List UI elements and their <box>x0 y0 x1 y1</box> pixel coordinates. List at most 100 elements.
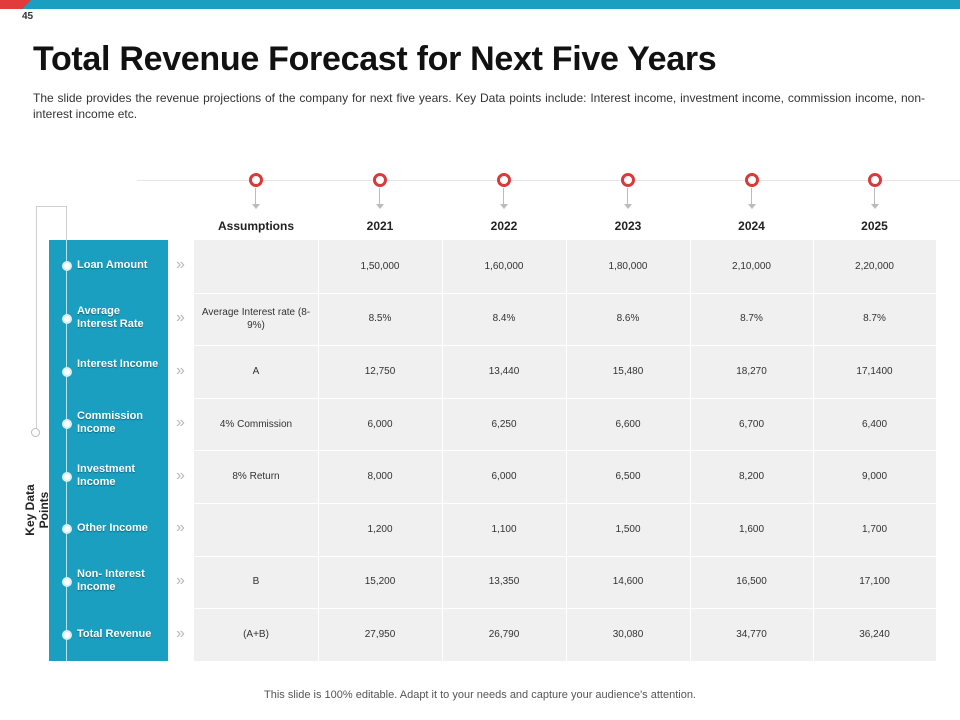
row-bullet-icon <box>62 366 72 377</box>
table-cell: 15,200 <box>364 576 396 588</box>
row-label-panel-line <box>66 240 67 661</box>
table-cell: 30,080 <box>612 628 644 640</box>
double-chevron-icon: » <box>176 308 185 326</box>
table-cell: 8.5% <box>368 313 392 325</box>
location-pin-icon <box>497 173 511 209</box>
bracket-line <box>36 206 37 431</box>
row-label-panel <box>49 240 168 661</box>
table-cell: 6,250 <box>491 418 517 430</box>
table-cell: 6,000 <box>491 471 517 483</box>
column-header: 2025 <box>861 219 888 233</box>
table-cell: Average Interest rate (8-9%) <box>201 306 311 331</box>
table-cell: 13,350 <box>488 576 520 588</box>
footer-note: This slide is 100% editable. Adapt it to… <box>264 689 696 701</box>
page-number: 45 <box>22 11 34 22</box>
column-header: 2021 <box>366 219 394 233</box>
timeline-line <box>137 180 960 181</box>
table-cell: B <box>252 576 260 588</box>
column-header: Assumptions <box>217 219 294 233</box>
double-chevron-icon: » <box>176 571 185 589</box>
table-cell: 1,500 <box>615 523 641 535</box>
row-label: Commission Income <box>77 410 144 436</box>
table-cell: 1,100 <box>491 523 517 535</box>
table-cell <box>200 240 312 293</box>
grid-row-divider <box>194 450 936 452</box>
table-cell: 12,750 <box>364 365 396 377</box>
table-cell: (A+B) <box>243 628 269 640</box>
row-label: Other Income <box>77 522 148 535</box>
page-title: Total Revenue Forecast for Next Five Yea… <box>33 40 717 78</box>
table-cell: 8,200 <box>738 471 765 483</box>
table-cell: 18,270 <box>736 365 767 377</box>
double-chevron-icon: » <box>176 361 185 379</box>
pin-arrow-icon <box>870 204 879 209</box>
table-cell: 1,700 <box>861 523 888 535</box>
pin-stem <box>873 188 875 206</box>
key-data-points-label: Key Data Points <box>23 484 51 536</box>
table-cell: 9,000 <box>861 471 888 483</box>
row-label: Non- Interest Income <box>77 567 145 593</box>
double-chevron-icon: » <box>176 466 185 484</box>
table-cell: 16,500 <box>736 576 767 588</box>
grid-row-divider <box>194 503 936 504</box>
double-chevron-icon: » <box>176 414 185 432</box>
bracket-top <box>36 206 66 207</box>
pin-ring <box>373 173 387 187</box>
page-subtitle: The slide provides the revenue projectio… <box>33 91 925 121</box>
table-cell: 6,500 <box>615 471 641 483</box>
double-chevron-icon: » <box>176 256 185 274</box>
double-chevron-icon: » <box>176 624 185 642</box>
row-label: Total Revenue <box>77 627 152 640</box>
table-cell: 17,1400 <box>856 365 893 377</box>
bracket-dot-icon <box>31 428 40 437</box>
row-bullet-icon <box>62 471 72 482</box>
table-cell: 8,000 <box>367 471 393 483</box>
table-cell: 6,600 <box>615 418 641 430</box>
pin-ring <box>744 173 759 187</box>
grid-row-divider <box>194 555 936 557</box>
location-pin-icon <box>373 173 387 209</box>
grid-row-divider <box>194 608 936 610</box>
double-chevron-icon: » <box>176 519 185 537</box>
row-label: Interest Income <box>77 357 159 370</box>
table-cell: 1,80,000 <box>608 260 648 272</box>
location-pin-icon <box>744 173 759 209</box>
pin-stem <box>379 188 380 206</box>
table-cell: 15,480 <box>612 365 644 377</box>
pin-ring <box>497 173 511 187</box>
row-bullet-icon <box>62 261 72 272</box>
table-cell: 8.4% <box>492 313 516 325</box>
bracket-drop <box>66 206 67 240</box>
pin-arrow-icon <box>500 204 508 209</box>
table-cell: 1,50,000 <box>360 260 400 272</box>
table-cell: 4% Commission <box>219 418 293 430</box>
grid-row-divider <box>194 292 936 294</box>
table-cell: 1,200 <box>367 523 393 535</box>
table-cell: 34,770 <box>736 628 767 640</box>
table-cell: 6,700 <box>738 418 765 430</box>
row-bullet-icon <box>62 576 72 587</box>
top-red-marker <box>0 0 22 9</box>
row-label: Investment Income <box>77 462 136 488</box>
column-header: 2023 <box>614 219 642 233</box>
row-bullet-icon <box>62 629 72 640</box>
row-bullet-icon <box>62 419 72 430</box>
pin-arrow-icon <box>624 204 632 209</box>
pin-ring <box>867 173 882 187</box>
row-label: Loan Amount <box>77 259 148 272</box>
top-red-marker-tip <box>22 0 31 9</box>
table-cell: 26,790 <box>488 628 520 640</box>
table-cell: 27,950 <box>364 628 396 640</box>
location-pin-icon <box>249 173 263 209</box>
table-cell: 36,240 <box>859 628 890 640</box>
table-cell: 8.7% <box>740 313 763 325</box>
table-cell: 1,60,000 <box>484 260 524 272</box>
pin-stem <box>503 188 504 206</box>
table-cell: 2,20,000 <box>855 260 894 272</box>
table-cell: 6,400 <box>861 418 888 430</box>
row-bullet-icon <box>62 524 72 535</box>
table-cell: 1,600 <box>738 523 765 535</box>
table-cell: 13,440 <box>488 365 520 377</box>
table-cell: A <box>252 365 260 377</box>
pin-stem <box>255 188 256 206</box>
